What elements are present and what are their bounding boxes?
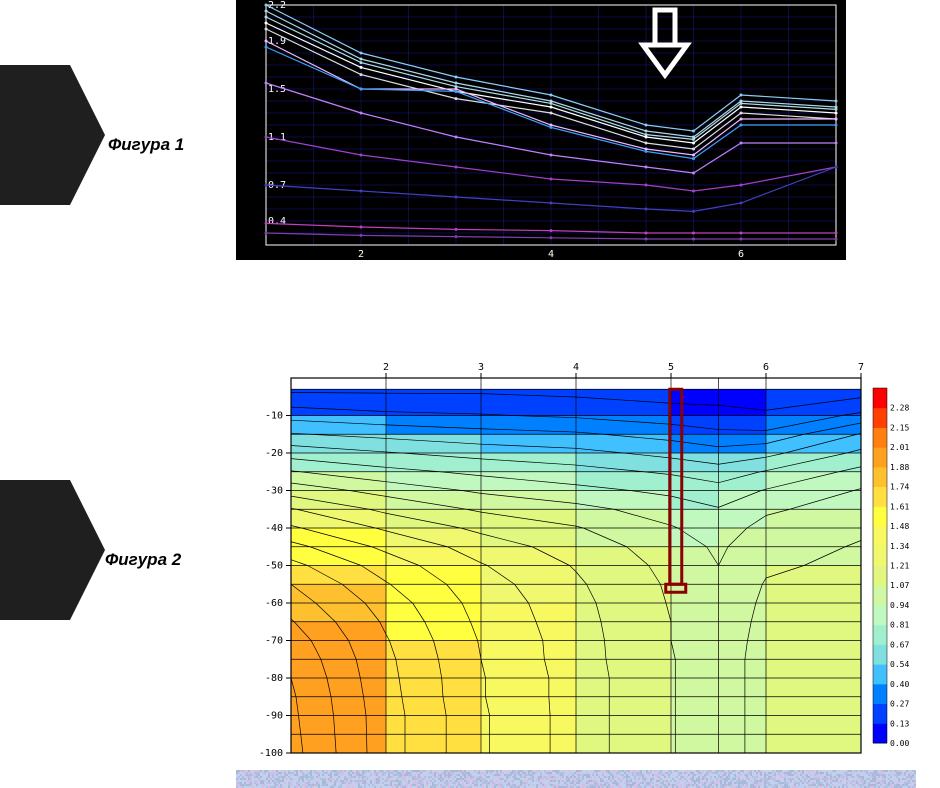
svg-text:2: 2 [358,249,364,260]
svg-text:-90: -90 [265,711,283,722]
svg-text:1.88: 1.88 [890,463,909,472]
svg-text:0.00: 0.00 [890,739,909,748]
svg-text:6: 6 [738,249,744,260]
figure2-label: Фигура 2 [105,550,181,570]
svg-text:0.13: 0.13 [890,719,909,728]
svg-text:1.21: 1.21 [890,562,909,571]
svg-text:0.54: 0.54 [890,660,909,669]
svg-text:2.01: 2.01 [890,443,909,452]
figure1-label: Фигура 1 [108,135,184,155]
heatmap-panel: 2 3 4 5 6 7 -10 -20 -30 -40 -50 -60 -70 -80 -90 -100 0.… [236,358,916,758]
svg-text:-30: -30 [265,486,283,497]
svg-text:6: 6 [763,362,769,373]
heatmap-svg: 2 3 4 5 6 7 -10 -20 -30 -40 -50 -60 -70 -80 -90 -100 0.… [236,358,916,758]
svg-text:2.2: 2.2 [268,0,286,11]
svg-text:-60: -60 [265,598,283,609]
svg-text:7: 7 [858,362,864,373]
figure2-marker [0,480,70,620]
chevron-shape [0,480,70,620]
svg-text:2: 2 [383,362,389,373]
svg-text:3: 3 [478,362,484,373]
svg-text:0.27: 0.27 [890,700,909,709]
noise-strip [236,770,916,788]
svg-text:-10: -10 [265,411,283,422]
svg-text:1.74: 1.74 [890,483,909,492]
svg-text:0.81: 0.81 [890,621,909,630]
line-chart-panel: 0.40.71.11.51.92.2246 [236,0,846,260]
svg-text:-70: -70 [265,636,283,647]
svg-text:5: 5 [668,362,674,373]
svg-text:1.34: 1.34 [890,542,909,551]
svg-text:0.94: 0.94 [890,601,909,610]
svg-text:-40: -40 [265,523,283,534]
chevron-shape [0,65,70,205]
figure1-marker [0,65,70,205]
svg-text:0.40: 0.40 [890,680,909,689]
svg-text:0.4: 0.4 [268,216,286,227]
svg-text:0.67: 0.67 [890,640,909,649]
line-chart-svg: 0.40.71.11.51.92.2246 [236,0,846,260]
svg-text:2.15: 2.15 [890,423,909,432]
svg-text:1.5: 1.5 [268,84,286,95]
svg-text:2.28: 2.28 [890,404,909,413]
svg-text:1.61: 1.61 [890,502,909,511]
svg-text:-100: -100 [259,748,283,758]
svg-text:-80: -80 [265,673,283,684]
svg-text:4: 4 [573,362,579,373]
svg-text:-20: -20 [265,448,283,459]
svg-text:-50: -50 [265,561,283,572]
svg-text:1.48: 1.48 [890,522,909,531]
svg-text:4: 4 [548,249,554,260]
svg-text:1.07: 1.07 [890,581,909,590]
